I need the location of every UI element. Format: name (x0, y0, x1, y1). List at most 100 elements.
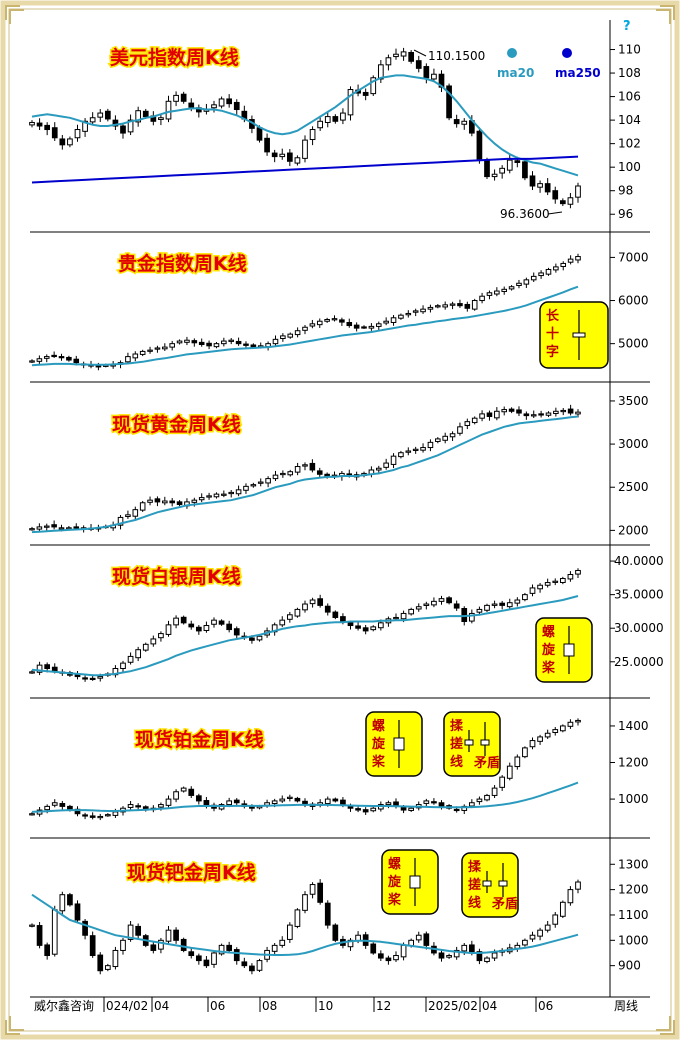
candle (97, 109, 104, 122)
candle (51, 905, 58, 957)
candle (559, 198, 566, 207)
candle (385, 54, 392, 71)
candle (272, 335, 279, 346)
ma20-legend-label: ma20 (497, 66, 534, 80)
candle (514, 754, 521, 770)
candle (446, 83, 452, 121)
candle (464, 418, 471, 430)
badge-label: 长十字 (546, 308, 560, 360)
candle (154, 345, 161, 353)
candle (355, 622, 361, 631)
candle (370, 942, 377, 955)
candle (560, 261, 567, 271)
candle (243, 483, 249, 494)
candle (405, 310, 412, 318)
candle (120, 660, 126, 673)
question-mark-icon[interactable]: ? (623, 19, 631, 34)
candle (241, 800, 248, 809)
candle (309, 126, 316, 146)
candle (375, 321, 382, 331)
low-annotation: 96.3600 (500, 207, 550, 221)
candle (449, 431, 456, 442)
candle (575, 718, 581, 726)
candle (286, 794, 293, 802)
candle (211, 100, 217, 113)
candle (453, 114, 460, 128)
time-axis: 威尔鑫咨询 周线 024/02 04 06 08 10 12 2025/02 04 06 (30, 996, 650, 1013)
candle (523, 277, 530, 288)
candle (405, 447, 412, 456)
candle (438, 595, 445, 605)
candle (415, 55, 422, 73)
candle (442, 301, 448, 310)
candle (241, 957, 248, 969)
candle (316, 467, 323, 478)
candle (575, 568, 581, 579)
candle (567, 255, 574, 265)
y-tick-label: 100 (618, 160, 641, 174)
candle (390, 315, 397, 326)
badge-label-extra: 矛盾 (473, 755, 500, 771)
candle (559, 724, 566, 733)
candle (302, 600, 308, 613)
low-pointer (547, 211, 563, 215)
candle (506, 762, 513, 781)
candle (127, 652, 134, 665)
candle (471, 416, 478, 425)
candle (340, 108, 346, 125)
candle (135, 106, 142, 127)
candle (271, 622, 278, 636)
candle (132, 506, 139, 520)
candle (377, 950, 384, 961)
candle (135, 923, 142, 939)
y-tick-label: 2000 (618, 523, 649, 537)
candle (188, 620, 195, 630)
candle (529, 737, 536, 750)
candle (226, 94, 233, 108)
candle (279, 936, 286, 948)
candle (324, 900, 331, 929)
candle (271, 149, 278, 163)
candle (559, 576, 566, 585)
candle (435, 437, 441, 444)
candle (501, 286, 508, 295)
candle (173, 91, 179, 107)
candle (173, 927, 179, 944)
badge-label: 螺旋桨 (371, 718, 386, 770)
candle (491, 785, 498, 798)
panel-title: 现货黄金周K线 (112, 413, 241, 436)
candle (324, 112, 331, 128)
x-tick-label: 08 (262, 999, 277, 1013)
candle (158, 937, 164, 954)
x-tick-label: 2025/02 (428, 999, 478, 1013)
candle (309, 319, 316, 329)
candle (104, 963, 111, 972)
candle (294, 607, 301, 618)
pattern-badge: 揉搓线 矛盾 (461, 852, 519, 918)
candle (44, 942, 51, 960)
candle (506, 598, 513, 609)
candle (36, 355, 43, 365)
candle (514, 597, 521, 607)
candle (486, 410, 493, 421)
candle (173, 615, 179, 629)
candle (82, 118, 88, 137)
candle (233, 99, 240, 116)
candle (508, 285, 515, 291)
candle (221, 337, 227, 347)
candle (169, 498, 175, 507)
pattern-badge: 螺旋桨 (381, 849, 439, 915)
candle (135, 803, 142, 810)
candle (36, 661, 43, 676)
candle (180, 91, 187, 104)
candle (302, 135, 308, 163)
candle (427, 439, 434, 452)
candle (29, 526, 35, 531)
candle (169, 340, 175, 351)
candle (559, 900, 566, 919)
y-tick-label: 6000 (618, 294, 649, 308)
candle (383, 317, 389, 326)
candle (82, 675, 88, 682)
candle (423, 601, 430, 610)
